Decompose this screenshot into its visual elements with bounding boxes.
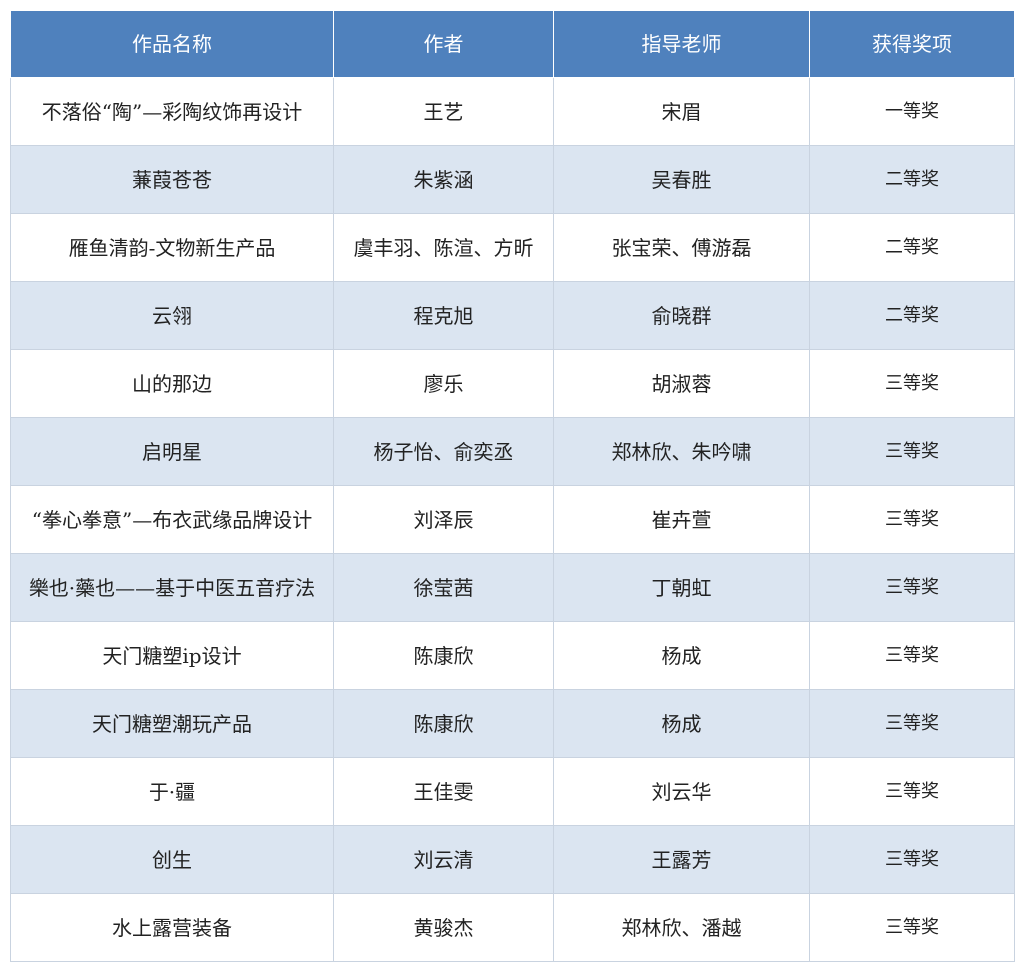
advisor-cell: 俞晓群 bbox=[553, 281, 810, 350]
author-cell: 王艺 bbox=[333, 77, 554, 146]
work-name-cell: 水上露营装备 bbox=[10, 893, 334, 962]
header-advisor: 指导老师 bbox=[553, 10, 810, 78]
work-name-cell: 于·疆 bbox=[10, 757, 334, 826]
table-row: 启明星 杨子怡、俞奕丞 郑林欣、朱吟啸 三等奖 bbox=[10, 417, 1015, 486]
award-cell: 二等奖 bbox=[809, 145, 1015, 214]
award-cell: 三等奖 bbox=[809, 417, 1015, 486]
work-name-cell: 创生 bbox=[10, 825, 334, 894]
table-row: 水上露营装备 黄骏杰 郑林欣、潘越 三等奖 bbox=[10, 893, 1015, 962]
author-cell: 黄骏杰 bbox=[333, 893, 554, 962]
header-author: 作者 bbox=[333, 10, 554, 78]
award-cell: 三等奖 bbox=[809, 893, 1015, 962]
author-cell: 刘云清 bbox=[333, 825, 554, 894]
author-cell: 陈康欣 bbox=[333, 689, 554, 758]
award-cell: 三等奖 bbox=[809, 349, 1015, 418]
table-row: 蒹葭苍苍 朱紫涵 吴春胜 二等奖 bbox=[10, 145, 1015, 214]
table-row: 雁鱼清韵-文物新生产品 虞丰羽、陈渲、方昕 张宝荣、傅游磊 二等奖 bbox=[10, 213, 1015, 282]
author-cell: 廖乐 bbox=[333, 349, 554, 418]
advisor-cell: 刘云华 bbox=[553, 757, 810, 826]
advisor-cell: 王露芳 bbox=[553, 825, 810, 894]
advisor-cell: 张宝荣、傅游磊 bbox=[553, 213, 810, 282]
award-cell: 三等奖 bbox=[809, 757, 1015, 826]
award-cell: 三等奖 bbox=[809, 485, 1015, 554]
advisor-cell: 丁朝虹 bbox=[553, 553, 810, 622]
work-name-cell: 不落俗“陶”—彩陶纹饰再设计 bbox=[10, 77, 334, 146]
table-row: 天门糖塑潮玩产品 陈康欣 杨成 三等奖 bbox=[10, 689, 1015, 758]
table-row: 樂也·藥也——基于中医五音疗法 徐莹茜 丁朝虹 三等奖 bbox=[10, 553, 1015, 622]
award-cell: 三等奖 bbox=[809, 553, 1015, 622]
table-row: 于·疆 王佳雯 刘云华 三等奖 bbox=[10, 757, 1015, 826]
advisor-cell: 吴春胜 bbox=[553, 145, 810, 214]
award-cell: 三等奖 bbox=[809, 825, 1015, 894]
header-work-name: 作品名称 bbox=[10, 10, 334, 78]
work-name-cell: 蒹葭苍苍 bbox=[10, 145, 334, 214]
author-cell: 程克旭 bbox=[333, 281, 554, 350]
award-cell: 一等奖 bbox=[809, 77, 1015, 146]
table-row: “拳心拳意”—布衣武缘品牌设计 刘泽辰 崔卉萱 三等奖 bbox=[10, 485, 1015, 554]
work-name-cell: 山的那边 bbox=[10, 349, 334, 418]
advisor-cell: 宋眉 bbox=[553, 77, 810, 146]
author-cell: 徐莹茜 bbox=[333, 553, 554, 622]
author-cell: 陈康欣 bbox=[333, 621, 554, 690]
advisor-cell: 杨成 bbox=[553, 689, 810, 758]
table-row: 不落俗“陶”—彩陶纹饰再设计 王艺 宋眉 一等奖 bbox=[10, 77, 1015, 146]
award-cell: 二等奖 bbox=[809, 213, 1015, 282]
work-name-cell: 天门糖塑ip设计 bbox=[10, 621, 334, 690]
work-name-cell: “拳心拳意”—布衣武缘品牌设计 bbox=[10, 485, 334, 554]
awards-table: 作品名称 作者 指导老师 获得奖项 不落俗“陶”—彩陶纹饰再设计 王艺 宋眉 一等奖蒹… bbox=[10, 10, 1015, 962]
table-row: 创生 刘云清 王露芳 三等奖 bbox=[10, 825, 1015, 894]
table-row: 天门糖塑ip设计 陈康欣 杨成 三等奖 bbox=[10, 621, 1015, 690]
header-award: 获得奖项 bbox=[809, 10, 1015, 78]
award-cell: 三等奖 bbox=[809, 621, 1015, 690]
work-name-cell: 云翎 bbox=[10, 281, 334, 350]
work-name-cell: 天门糖塑潮玩产品 bbox=[10, 689, 334, 758]
award-cell: 二等奖 bbox=[809, 281, 1015, 350]
work-name-cell: 雁鱼清韵-文物新生产品 bbox=[10, 213, 334, 282]
work-name-cell: 樂也·藥也——基于中医五音疗法 bbox=[10, 553, 334, 622]
author-cell: 王佳雯 bbox=[333, 757, 554, 826]
table-row: 山的那边 廖乐 胡淑蓉 三等奖 bbox=[10, 349, 1015, 418]
author-cell: 朱紫涵 bbox=[333, 145, 554, 214]
table-header-row: 作品名称 作者 指导老师 获得奖项 bbox=[10, 10, 1015, 78]
table-row: 云翎 程克旭 俞晓群 二等奖 bbox=[10, 281, 1015, 350]
advisor-cell: 郑林欣、朱吟啸 bbox=[553, 417, 810, 486]
author-cell: 虞丰羽、陈渲、方昕 bbox=[333, 213, 554, 282]
work-name-cell: 启明星 bbox=[10, 417, 334, 486]
advisor-cell: 郑林欣、潘越 bbox=[553, 893, 810, 962]
author-cell: 杨子怡、俞奕丞 bbox=[333, 417, 554, 486]
advisor-cell: 崔卉萱 bbox=[553, 485, 810, 554]
advisor-cell: 杨成 bbox=[553, 621, 810, 690]
author-cell: 刘泽辰 bbox=[333, 485, 554, 554]
advisor-cell: 胡淑蓉 bbox=[553, 349, 810, 418]
award-cell: 三等奖 bbox=[809, 689, 1015, 758]
